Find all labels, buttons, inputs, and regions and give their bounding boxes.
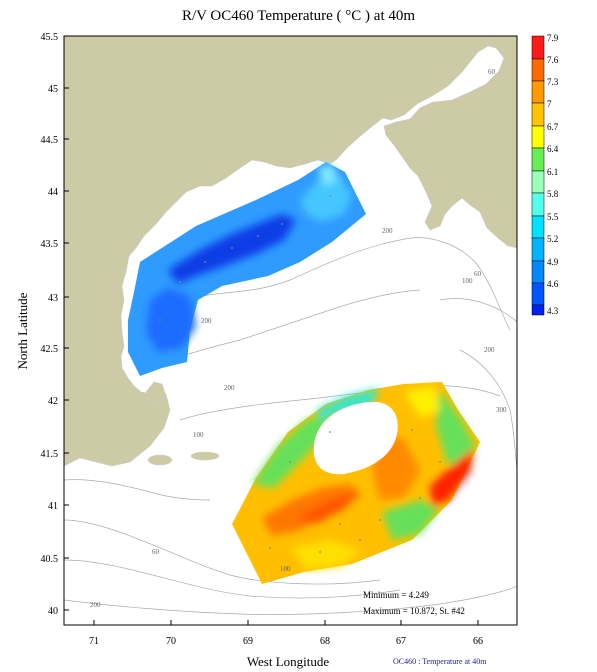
x-axis xyxy=(93,620,479,625)
colorbar: 7.9 7.6 7.3 7 6.7 6.4 6.1 5.8 5.5 5.2 4.… xyxy=(531,33,559,316)
isobath-label: 60 xyxy=(152,548,160,556)
land-mainland xyxy=(64,36,517,467)
colorbar-swatch xyxy=(531,192,545,217)
colorbar-label: 4.6 xyxy=(547,279,559,289)
colorbar-label: 5.8 xyxy=(547,189,559,199)
gulf-of-maine-temperature-field xyxy=(128,162,366,376)
colorbar-swatch xyxy=(531,125,545,149)
colorbar-swatch xyxy=(531,58,545,82)
colorbar-label: 7.9 xyxy=(547,33,559,43)
land-cape-cod xyxy=(145,381,167,403)
isobath-coastal xyxy=(64,479,211,501)
isobath-label: 200 xyxy=(382,227,393,235)
isobath-label: 200 xyxy=(201,317,212,325)
colorbar-label: 4.9 xyxy=(547,257,559,267)
x-tick-label: 68 xyxy=(320,636,330,647)
y-tick-label: 43 xyxy=(48,293,58,304)
isobath-100m xyxy=(64,559,401,599)
colorbar-swatch xyxy=(531,260,545,284)
y-tick-label: 45 xyxy=(48,84,58,95)
isobath-label: 200 xyxy=(90,601,101,609)
y-tick-label: 41 xyxy=(48,501,58,512)
y-tick-label: 42 xyxy=(48,396,58,407)
colorbar-label: 7.3 xyxy=(547,77,559,87)
colorbar-label: 6.4 xyxy=(547,144,559,154)
y-tick-label: 41.5 xyxy=(41,449,59,460)
y-tick-label: 45.5 xyxy=(41,32,59,43)
colorbar-swatch xyxy=(531,237,545,262)
y-axis-title: North Latitude xyxy=(15,292,30,369)
y-tick-label: 44.5 xyxy=(41,135,59,146)
isobath-label: 300 xyxy=(496,406,507,414)
isobath-shelf xyxy=(439,298,517,323)
colorbar-swatch xyxy=(531,35,545,60)
x-axis-title: West Longitude xyxy=(247,654,330,669)
colorbar-label: 5.2 xyxy=(547,234,558,244)
colorbar-swatch xyxy=(531,304,545,316)
isobath-label: 100 xyxy=(193,431,204,439)
colorbar-swatch xyxy=(531,170,545,194)
colorbar-label: 5.5 xyxy=(547,212,559,222)
y-tick-label: 40.5 xyxy=(41,554,59,565)
y-tick-label: 44 xyxy=(48,187,58,198)
y-tick-label: 43.5 xyxy=(41,239,59,250)
footer-credit: OC460 : Temperature at 40m xyxy=(393,657,487,666)
isobath-label: 60 xyxy=(488,68,496,76)
land-marthas-vineyard xyxy=(147,454,173,466)
colorbar-swatch xyxy=(531,102,545,127)
colorbar-label: 6.7 xyxy=(547,122,559,132)
isobath-georges xyxy=(179,385,501,421)
y-tick-label: 40 xyxy=(48,606,58,617)
isobath-label: 100 xyxy=(280,565,291,573)
colorbar-label: 4.3 xyxy=(547,306,559,316)
x-tick-label: 67 xyxy=(396,636,406,647)
x-tick-label: 70 xyxy=(166,636,176,647)
isobath-300m xyxy=(459,349,517,471)
isobath-label: 60 xyxy=(474,270,482,278)
colorbar-swatch xyxy=(531,80,545,104)
isobath-200m-gulf xyxy=(189,237,511,331)
colorbar-label: 7 xyxy=(547,99,552,109)
stats-minimum: Minimum = 4.249 xyxy=(363,590,429,600)
plot-frame xyxy=(63,35,518,626)
x-tick-label: 71 xyxy=(89,636,99,647)
colorbar-label: 7.6 xyxy=(547,55,559,65)
georges-bank-hole xyxy=(313,401,398,475)
station-markers xyxy=(159,195,441,553)
colorbar-swatch xyxy=(531,215,545,239)
isobath-60m xyxy=(64,519,381,585)
map-title: R/V OC460 Temperature ( °C ) at 40m xyxy=(181,8,416,24)
land-nantucket xyxy=(190,451,220,461)
colorbar-swatch xyxy=(531,282,545,306)
x-tick-label: 66 xyxy=(473,636,483,647)
y-tick-label: 42.5 xyxy=(41,344,59,355)
isobath-label: 100 xyxy=(462,277,473,285)
georges-bank-temperature-field xyxy=(232,382,480,584)
isobath-200m-south xyxy=(64,585,517,615)
isobath-label: 200 xyxy=(224,384,235,392)
isobath-label: 200 xyxy=(484,346,495,354)
isobath-100m-gulf xyxy=(169,289,421,361)
stats-maximum: Maximum = 10.872, St. #42 xyxy=(363,606,465,616)
colorbar-swatch xyxy=(531,147,545,172)
colorbar-label: 6.1 xyxy=(547,167,558,177)
x-tick-label: 69 xyxy=(243,636,253,647)
y-axis xyxy=(64,35,69,611)
